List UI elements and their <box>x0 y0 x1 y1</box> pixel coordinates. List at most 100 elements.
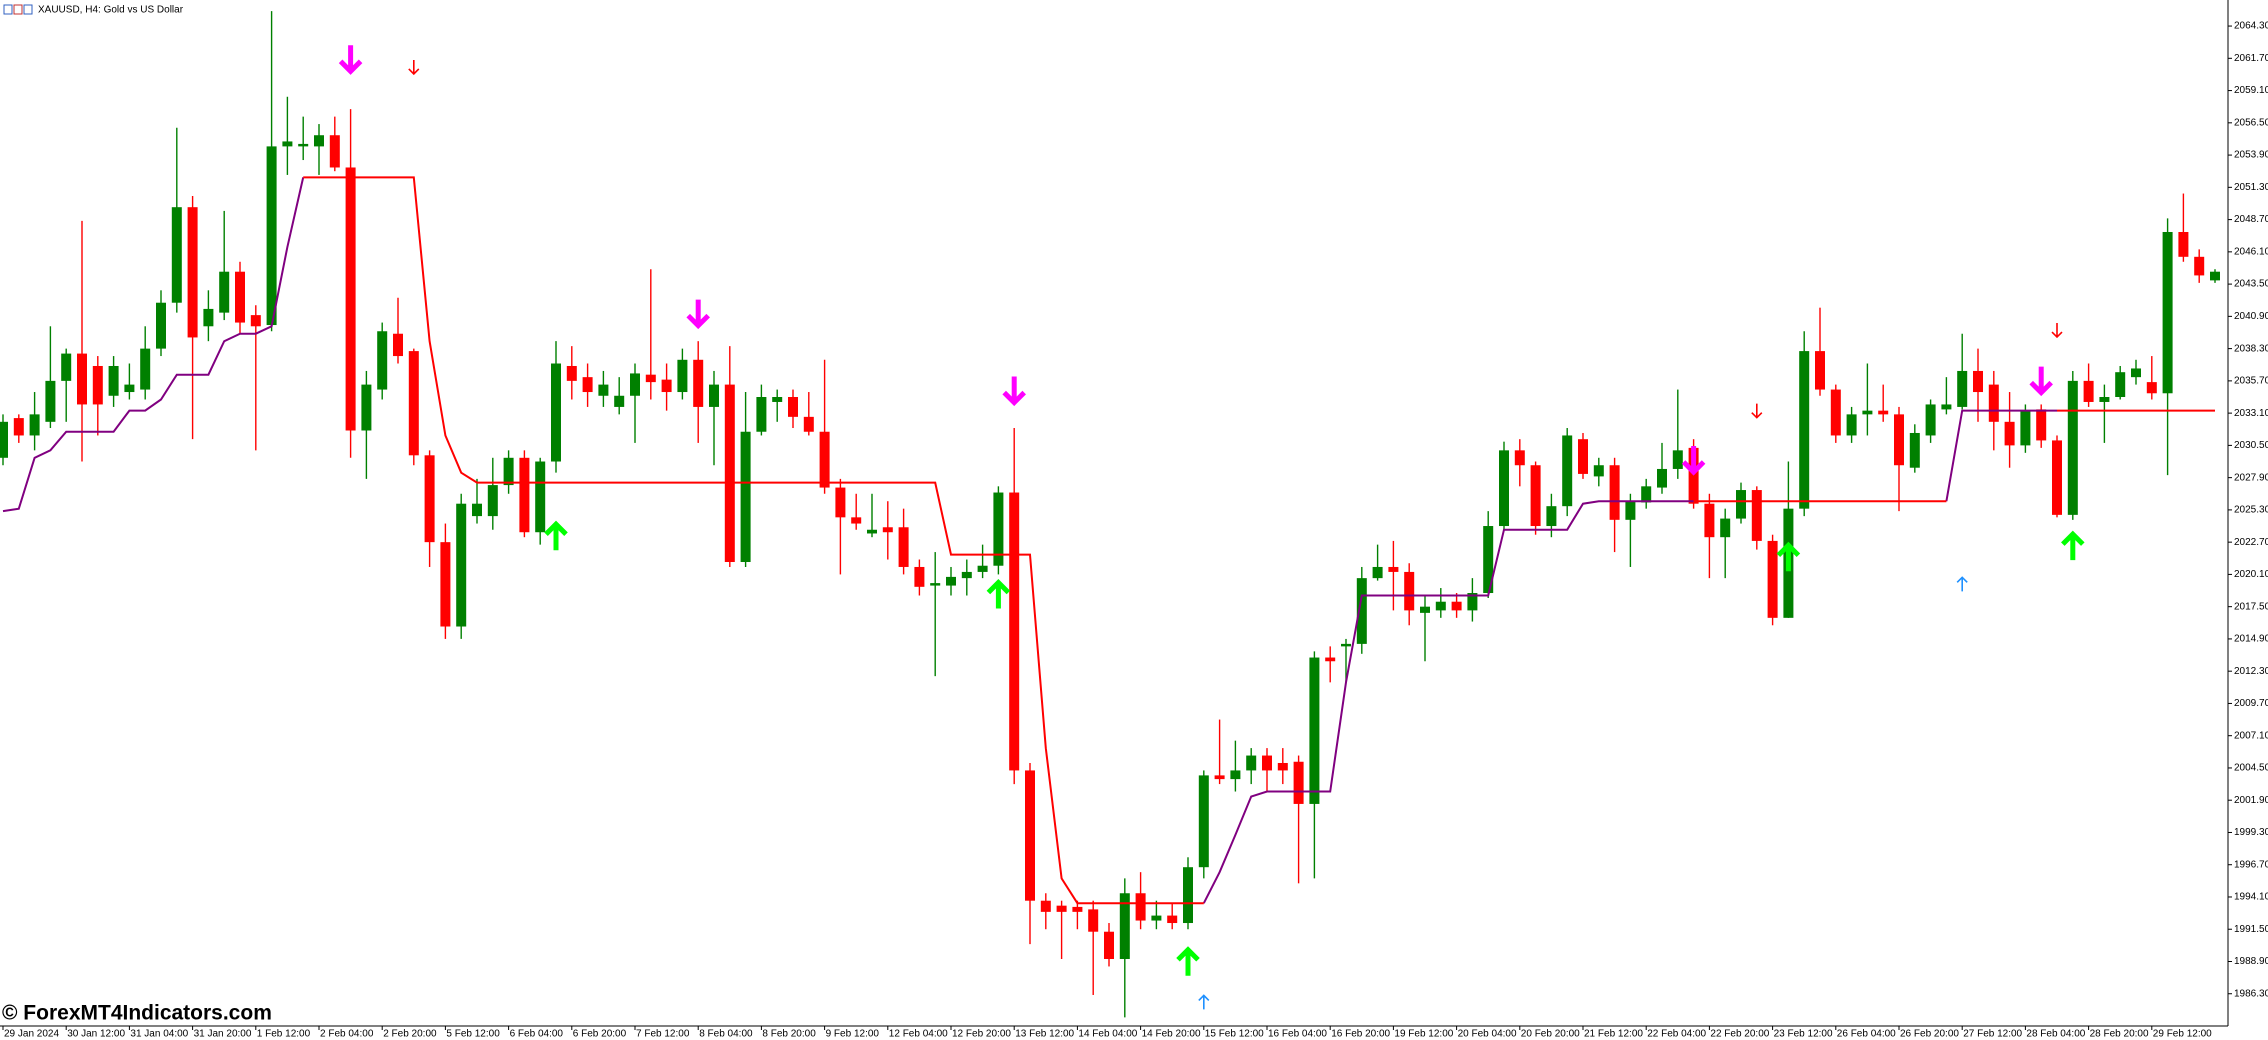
candle-body <box>314 135 324 147</box>
candle-body <box>519 457 530 533</box>
candle-body <box>1420 606 1430 613</box>
candle-body <box>961 571 972 579</box>
x-tick-label: 23 Feb 12:00 <box>1774 1029 1833 1040</box>
x-tick-label: 13 Feb 12:00 <box>1015 1029 1074 1040</box>
x-tick-label: 6 Feb 04:00 <box>510 1029 564 1040</box>
candle-body <box>1625 501 1636 520</box>
y-tick-label: 2038.30 <box>2234 343 2268 354</box>
candle-body <box>124 384 135 393</box>
indicator-line <box>2 177 305 513</box>
candle-body <box>61 353 72 381</box>
signal-arrow <box>2051 323 2063 339</box>
x-tick-label: 29 Feb 12:00 <box>2153 1029 2212 1040</box>
candle-body <box>29 414 40 436</box>
candle-body <box>1593 465 1604 477</box>
x-tick-label: 29 Jan 2024 <box>4 1029 59 1040</box>
candle-body <box>219 271 230 313</box>
y-tick-label: 1996.70 <box>2234 859 2268 870</box>
y-tick-label: 2017.50 <box>2234 601 2268 612</box>
candle-body <box>345 167 356 431</box>
candle-body <box>1356 578 1367 644</box>
candle-body <box>1751 490 1762 541</box>
candle-body <box>1720 518 1731 538</box>
x-tick-label: 16 Feb 20:00 <box>1331 1029 1390 1040</box>
y-tick-label: 2027.90 <box>2234 472 2268 483</box>
y-tick-label: 2046.10 <box>2234 246 2268 257</box>
signal-arrow <box>686 299 710 330</box>
x-tick-label: 2 Feb 20:00 <box>383 1029 437 1040</box>
x-tick-label: 15 Feb 12:00 <box>1205 1029 1264 1040</box>
candle-body <box>1309 657 1320 804</box>
candle-body <box>1293 761 1304 804</box>
candle-body <box>1862 410 1873 415</box>
candle-body <box>803 416 814 432</box>
x-tick-label: 31 Jan 04:00 <box>130 1029 188 1040</box>
candle-body <box>1341 643 1351 647</box>
candle-body <box>1973 370 1983 393</box>
y-tick-label: 1991.50 <box>2234 924 2268 935</box>
candle-body <box>456 503 467 627</box>
candle-body <box>393 333 403 357</box>
candle-body <box>1404 571 1415 611</box>
candle-body <box>298 143 309 147</box>
candle-body <box>756 397 767 432</box>
y-tick-label: 2035.70 <box>2234 376 2268 387</box>
indicator-line <box>303 176 1204 905</box>
candle-body <box>1530 465 1541 527</box>
candle-body <box>1277 762 1288 771</box>
y-tick-label: 2030.50 <box>2234 440 2268 451</box>
y-tick-label: 1994.10 <box>2234 892 2268 903</box>
indicator-line <box>1202 500 1694 904</box>
candle-body <box>677 359 688 393</box>
x-tick-label: 28 Feb 04:00 <box>2026 1029 2085 1040</box>
candle-body <box>2036 409 2047 441</box>
candle-body <box>1657 468 1667 488</box>
x-tick-label: 12 Feb 20:00 <box>952 1029 1011 1040</box>
x-tick-label: 26 Feb 04:00 <box>1837 1029 1896 1040</box>
candle-body <box>282 141 293 147</box>
candle-body <box>914 566 925 587</box>
candle-body <box>440 542 451 627</box>
candle-body <box>140 348 151 390</box>
candle-body <box>724 384 735 563</box>
candle-body <box>1688 447 1699 504</box>
candle-body <box>2099 397 2110 402</box>
y-tick-label: 2033.10 <box>2234 408 2268 419</box>
signal-arrow <box>544 520 568 551</box>
candle-body <box>693 359 704 407</box>
candle-body <box>930 583 941 586</box>
x-tick-label: 9 Feb 12:00 <box>826 1029 880 1040</box>
x-tick-label: 8 Feb 04:00 <box>699 1029 753 1040</box>
candle-body <box>2146 382 2157 394</box>
x-tick-label: 5 Feb 12:00 <box>446 1029 500 1040</box>
candle-body <box>1704 503 1715 538</box>
candle-body <box>2178 231 2189 257</box>
candle-body <box>582 377 593 393</box>
x-tick-label: 20 Feb 20:00 <box>1521 1029 1580 1040</box>
signal-arrow <box>408 59 420 76</box>
candle-body <box>1499 450 1509 527</box>
candle-body <box>1546 506 1557 527</box>
y-tick-label: 2001.90 <box>2234 795 2268 806</box>
watermark: © ForexMT4Indicators.com <box>2 1002 272 1025</box>
candle-body <box>551 363 561 462</box>
y-tick-label: 2059.10 <box>2234 85 2268 96</box>
candle-body <box>1941 404 1952 410</box>
candle-body <box>772 397 783 402</box>
candle-body <box>1104 931 1114 960</box>
y-tick-label: 1986.30 <box>2234 988 2268 999</box>
candle-body <box>882 527 893 533</box>
y-tick-label: 2020.10 <box>2234 569 2268 580</box>
y-tick-label: 2053.90 <box>2234 150 2268 161</box>
candle-body <box>2162 231 2173 394</box>
candle-body <box>235 271 245 323</box>
candle-body <box>1909 432 1920 468</box>
x-tick-label: 30 Jan 12:00 <box>67 1029 125 1040</box>
candle-body <box>1056 905 1067 912</box>
candle-body <box>614 395 625 407</box>
candle-body <box>630 373 640 396</box>
candle-body <box>2210 271 2220 281</box>
candle-body <box>1736 490 1746 519</box>
